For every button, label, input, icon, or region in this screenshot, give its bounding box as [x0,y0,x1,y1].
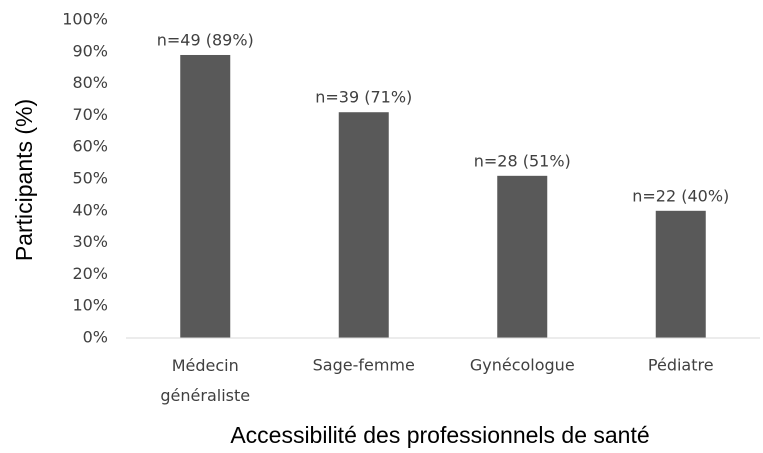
x-tick-label: Pédiatre [648,356,714,375]
y-tick-label: 0% [83,328,108,347]
y-tick-label: 80% [72,73,108,92]
y-tick-label: 70% [72,105,108,124]
data-label: n=49 (89%) [157,30,254,49]
y-tick-label: 40% [72,200,108,219]
y-tick-label: 20% [72,264,108,283]
data-label: n=28 (51%) [474,151,571,170]
x-tick-label: Gynécologue [470,356,575,375]
bar [338,112,389,338]
y-tick-label: 30% [72,232,108,251]
y-axis-title: Participants (%) [11,99,37,261]
y-tick-label: 90% [72,41,108,60]
y-tick-label: 60% [72,137,108,156]
data-label: n=39 (71%) [315,88,412,107]
data-label: n=22 (40%) [632,186,729,205]
y-tick-label: 50% [72,169,108,188]
x-tick-label: Sage-femme [313,356,415,375]
x-axis-title: Accessibilité des professionnels de sant… [230,422,649,448]
x-tick-label: Médecin généraliste [160,356,250,405]
y-tick-label: 100% [62,10,108,29]
bar [180,54,231,338]
y-tick-label: 10% [72,296,108,315]
bar [655,210,706,338]
bar [497,175,548,338]
